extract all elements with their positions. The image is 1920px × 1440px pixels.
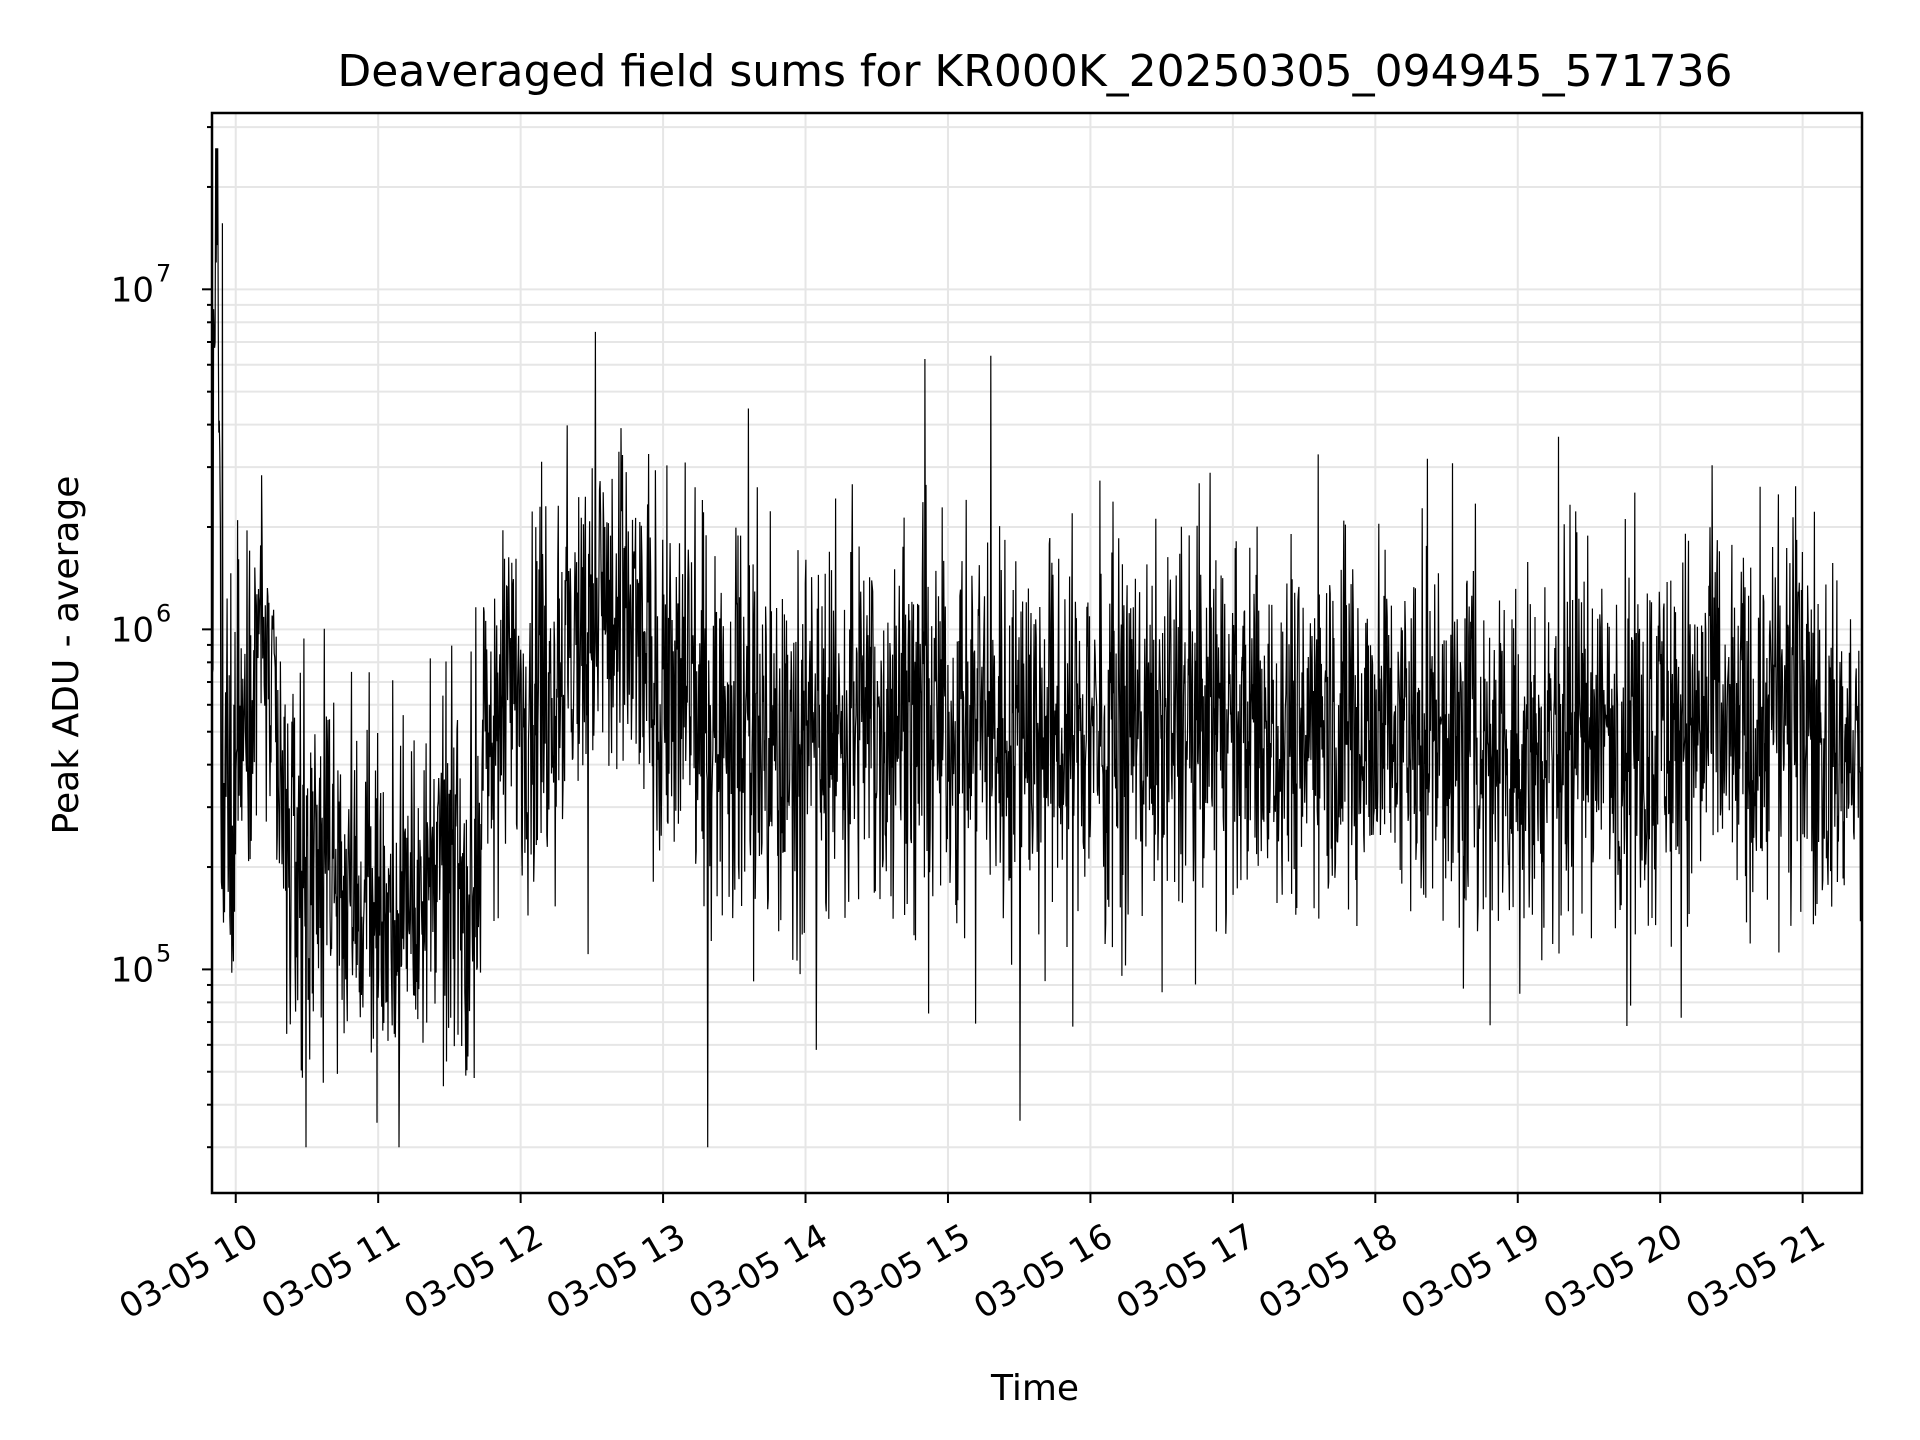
x-tick-label: 03-05 16: [967, 1216, 1119, 1327]
x-axis-label: Time: [990, 1368, 1079, 1409]
x-tick-label: 03-05 21: [1680, 1216, 1832, 1327]
x-tick-label: 03-05 17: [1110, 1216, 1262, 1327]
x-tick-label: 03-05 20: [1537, 1216, 1689, 1327]
x-tick-label: 03-05 11: [255, 1216, 407, 1327]
x-tick-label: 03-05 14: [682, 1216, 834, 1327]
grid: [212, 113, 1862, 1193]
y-tick-label-exponent: 6: [156, 599, 171, 627]
y-tick-label-base: 10: [111, 270, 154, 310]
x-tick-label: 03-05 19: [1395, 1216, 1547, 1327]
y-tick-label-exponent: 7: [156, 259, 171, 287]
x-tick-label: 03-05 18: [1252, 1216, 1404, 1327]
chart-title: Deaveraged field sums for KR000K_2025030…: [337, 46, 1732, 97]
series-line: [211, 148, 1863, 1148]
x-tick-label: 03-05 15: [825, 1216, 977, 1327]
y-axis-label: Peak ADU - average: [46, 476, 87, 835]
x-tick-label: 03-05 12: [397, 1216, 549, 1327]
y-tick-label-base: 10: [111, 950, 154, 990]
y-tick-label-base: 10: [111, 610, 154, 650]
x-tick-label: 03-05 13: [540, 1216, 692, 1327]
y-tick-label-exponent: 5: [156, 939, 171, 967]
plot-frame: [210, 111, 1864, 1195]
x-tick-label: 03-05 10: [113, 1216, 265, 1327]
